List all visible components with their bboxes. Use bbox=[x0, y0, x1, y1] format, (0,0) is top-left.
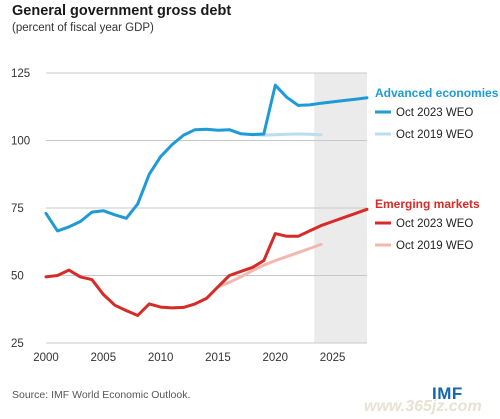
x-tick-label: 2025 bbox=[320, 352, 346, 364]
y-tick-label: 100 bbox=[11, 136, 30, 148]
legend-label: Oct 2023 WEO bbox=[396, 107, 473, 119]
watermark: www.365jz.com bbox=[364, 398, 482, 415]
source-note: Source: IMF World Economic Outlook. bbox=[12, 389, 191, 401]
x-tick-label: 2010 bbox=[148, 352, 174, 364]
advanced-economies-oct-2023-weo-line bbox=[44, 83, 369, 233]
chart-subtitle: (percent of fiscal year GDP) bbox=[12, 22, 154, 34]
y-tick-label: 75 bbox=[11, 203, 24, 215]
y-tick-label: 125 bbox=[11, 68, 30, 80]
line-chart: 125 100 75 50 25 2000 2005 2010 2015 2020 2025 Adva… bbox=[11, 68, 499, 364]
x-tick-label: 2015 bbox=[205, 352, 231, 364]
x-tick-label: 2020 bbox=[262, 352, 288, 364]
chart-title: General government gross debt bbox=[12, 3, 232, 19]
x-tick-label: 2000 bbox=[33, 352, 59, 364]
legend-label: Oct 2019 WEO bbox=[396, 240, 473, 252]
emerging-markets-oct-2019-weo-line bbox=[216, 242, 323, 289]
y-tick-label: 50 bbox=[11, 271, 24, 283]
legend-label: Oct 2023 WEO bbox=[396, 218, 473, 230]
imf-logo: IMF bbox=[432, 384, 463, 403]
emerging-markets-oct-2023-weo-line bbox=[44, 207, 369, 317]
x-tick-label: 2005 bbox=[91, 352, 117, 364]
y-tick-label: 25 bbox=[11, 338, 24, 350]
legend-label: Oct 2019 WEO bbox=[396, 129, 473, 141]
legend-group-label: Emerging markets bbox=[375, 197, 480, 211]
legend-group-label: Advanced economies bbox=[375, 86, 499, 100]
